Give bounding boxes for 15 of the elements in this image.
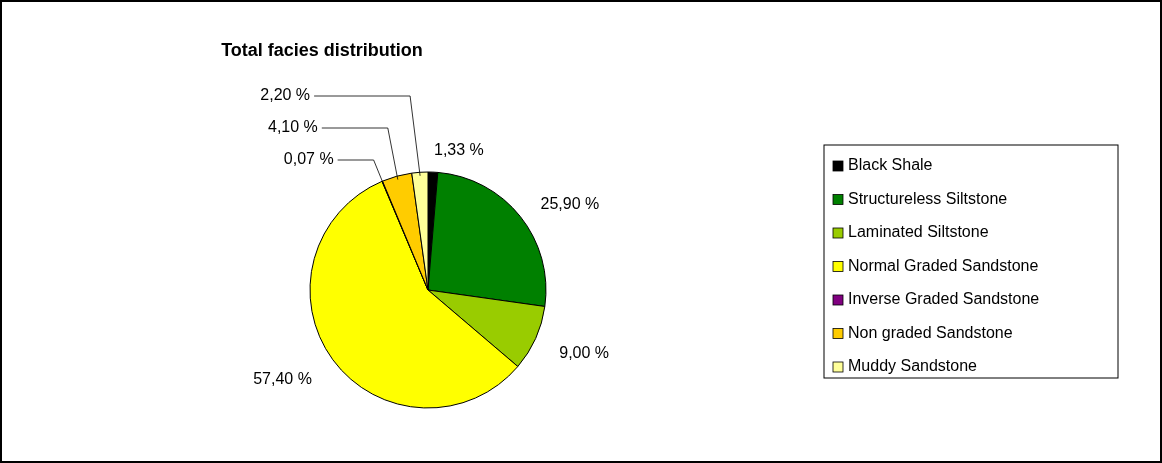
legend-label: Muddy Sandstone [848, 357, 978, 375]
legend-label: Laminated Siltstone [848, 223, 989, 241]
legend-label: Normal Graded Sandstone [848, 256, 1039, 274]
data-label: 2,20 % [260, 86, 311, 104]
data-label: 57,40 % [253, 370, 312, 388]
legend-label: Structureless Siltstone [848, 189, 1008, 207]
data-label: 4,10 % [267, 118, 318, 136]
legend-label: Inverse Graded Sandstone [848, 290, 1040, 308]
data-label: 0,07 % [283, 150, 334, 168]
data-label: 9,00 % [559, 344, 610, 362]
chart-title: Total facies distribution [221, 40, 423, 60]
legend-label: Black Shale [848, 156, 933, 174]
data-label: 25,90 % [540, 195, 600, 213]
data-label: 1,33 % [434, 141, 484, 159]
legend-label: Non graded Sandstone [848, 323, 1013, 341]
